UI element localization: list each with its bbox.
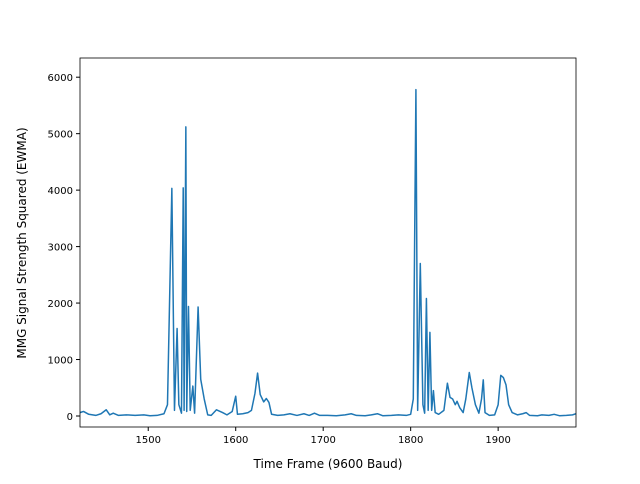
y-tick-label: 4000 <box>48 186 73 197</box>
plot-frame <box>79 57 577 428</box>
y-axis-label: MMG Signal Strength Squared (EWMA) <box>15 127 29 358</box>
y-tick-label: 6000 <box>48 73 73 84</box>
y-tick-label: 0 <box>67 412 73 423</box>
x-tick-label: 1900 <box>485 435 510 446</box>
x-tick-label: 1500 <box>136 435 161 446</box>
x-tick-label: 1800 <box>398 435 423 446</box>
x-tick-label: 1600 <box>223 435 248 446</box>
x-axis-label: Time Frame (9600 Baud) <box>253 457 403 471</box>
x-tick-label: 1700 <box>310 435 335 446</box>
y-tick-label: 5000 <box>48 130 73 141</box>
y-tick-label: 3000 <box>48 243 73 254</box>
y-tick-label: 1000 <box>48 356 73 367</box>
data-line <box>80 88 576 417</box>
y-tick-label: 2000 <box>48 299 73 310</box>
